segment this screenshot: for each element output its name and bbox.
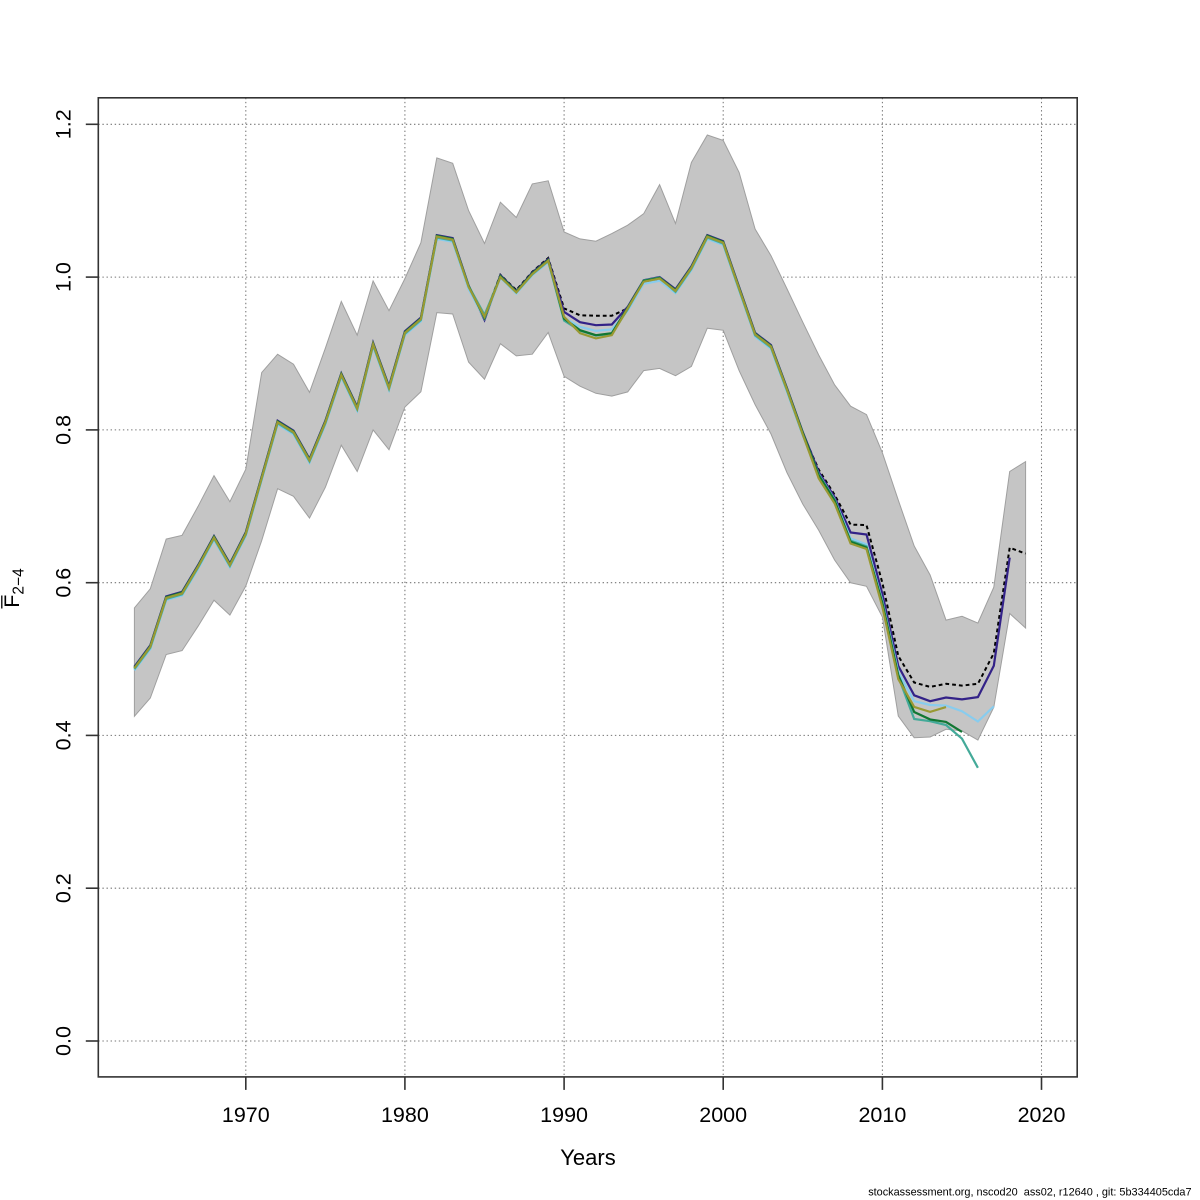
svg-text:F2−4: F2−4 [0, 568, 28, 608]
svg-text:Years: Years [560, 1145, 615, 1170]
svg-text:2000: 2000 [699, 1103, 747, 1127]
svg-text:0.0: 0.0 [52, 1026, 76, 1056]
svg-text:1.0: 1.0 [52, 262, 76, 292]
svg-text:2020: 2020 [1018, 1103, 1066, 1127]
svg-text:0.2: 0.2 [52, 873, 76, 903]
svg-text:stockassessment.org, nscod20: stockassessment.org, nscod20 ass02, r126… [868, 1187, 1191, 1199]
svg-text:1990: 1990 [540, 1103, 588, 1127]
svg-text:2010: 2010 [858, 1103, 906, 1127]
svg-text:1980: 1980 [381, 1103, 429, 1127]
svg-text:1970: 1970 [222, 1103, 270, 1127]
svg-text:0.4: 0.4 [52, 720, 76, 750]
svg-text:0.8: 0.8 [52, 415, 76, 445]
svg-text:1.2: 1.2 [52, 109, 76, 139]
svg-text:0.6: 0.6 [52, 568, 76, 598]
